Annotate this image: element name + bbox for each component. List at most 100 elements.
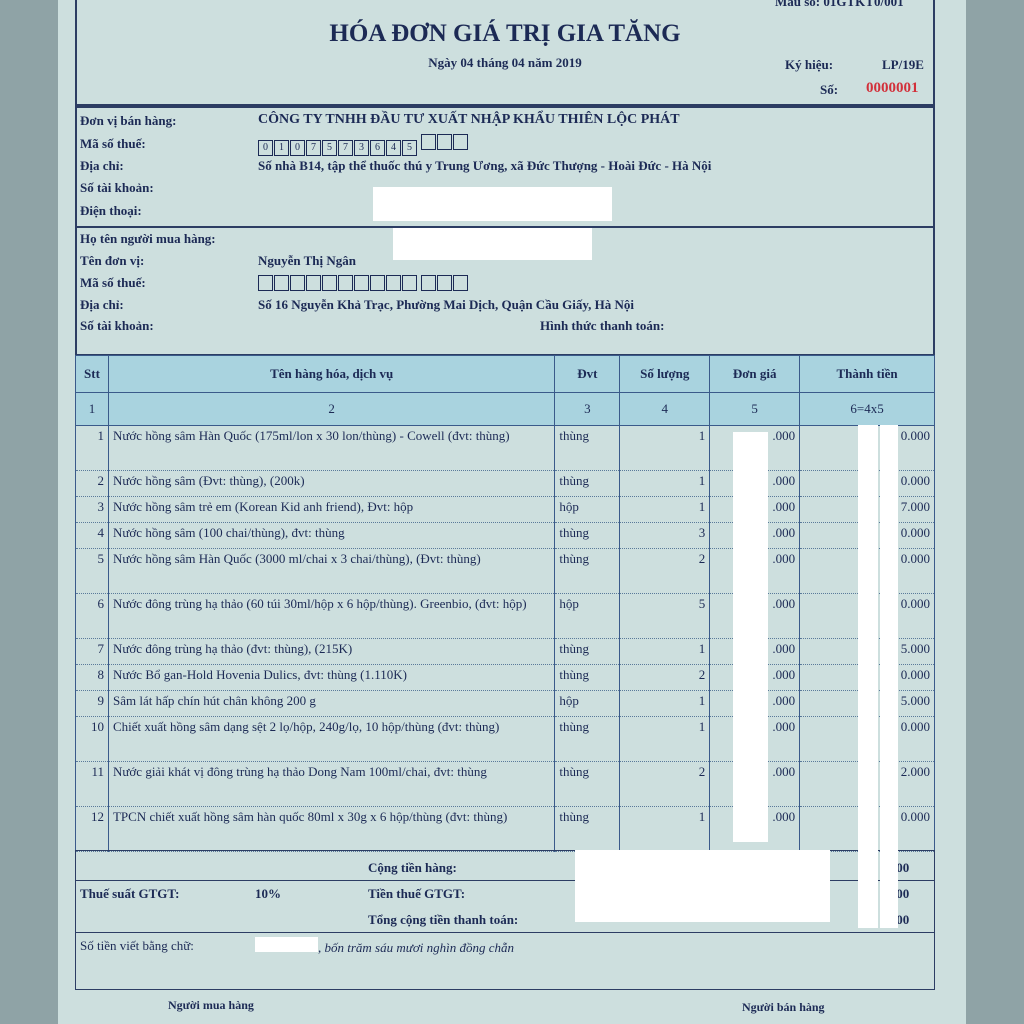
item-quantity: 5	[619, 593, 711, 639]
seller-tax-label: Mã số thuế:	[80, 136, 146, 151]
tax-digit-box: 6	[370, 140, 385, 156]
table-row: 1 Nước hồng sâm Hàn Quốc (175ml/lon x 30 …	[75, 425, 935, 471]
item-unit: thùng	[554, 664, 621, 691]
item-stt: 2	[75, 470, 109, 497]
item-name: Chiết xuất hồng sâm dạng sệt 2 lọ/hộp, 2…	[107, 716, 556, 762]
item-quantity: 1	[619, 690, 711, 717]
tax-digit-box	[370, 275, 385, 291]
vat-label: Tiền thuế GTGT:	[368, 886, 466, 901]
tax-digit-box	[306, 275, 321, 291]
item-quantity: 2	[619, 548, 711, 594]
item-unit: hộp	[554, 690, 621, 717]
item-name: Nước hồng sâm (Đvt: thùng), (200k)	[107, 470, 556, 497]
table-row: 8 Nước Bổ gan-Hold Hovenia Dulics, đvt: t…	[75, 664, 935, 691]
amount-words-label: Số tiền viết bằng chữ:	[80, 938, 194, 953]
tax-digit-box: 3	[354, 140, 369, 156]
tax-digit-box	[421, 134, 436, 150]
item-unit: hộp	[554, 496, 621, 523]
item-stt: 7	[75, 638, 109, 665]
buyer-tax-label: Mã số thuế:	[80, 275, 146, 290]
column-index: 1	[75, 392, 109, 426]
total-label: Tổng cộng tiền thanh toán:	[368, 912, 519, 927]
item-stt: 8	[75, 664, 109, 691]
seller-phone-label: Điện thoại:	[80, 203, 142, 218]
item-quantity: 3	[619, 522, 711, 549]
buyer-address-label: Địa chỉ:	[80, 297, 124, 312]
buyer-tax-code	[258, 275, 469, 296]
item-name: Nước hồng sâm Hàn Quốc (175ml/lon x 30 l…	[107, 425, 556, 471]
redaction	[393, 228, 592, 260]
buyer-address: Số 16 Nguyễn Khả Trạc, Phường Mai Dịch, …	[258, 297, 635, 312]
payment-method-label: Hình thức thanh toán:	[540, 318, 665, 333]
item-stt: 4	[75, 522, 109, 549]
table-row: 12 TPCN chiết xuất hồng sâm hàn quốc 80ml…	[75, 806, 935, 852]
table-row: 5 Nước hồng sâm Hàn Quốc (3000 ml/chai x …	[75, 548, 935, 594]
invoice-date: Ngày 04 tháng 04 năm 2019	[428, 55, 582, 70]
table-row: 11 Nước giải khát vị đông trùng hạ thảo D…	[75, 761, 935, 807]
column-header: Đơn giá	[709, 355, 801, 393]
table-row: 9 Sâm lát hấp chín hút chân không 200 g hộ…	[75, 690, 935, 717]
tax-digit-box	[437, 275, 452, 291]
seller-signature-label: Người bán hàng	[742, 1000, 825, 1014]
item-stt: 12	[75, 806, 109, 852]
item-stt: 3	[75, 496, 109, 523]
item-unit: thùng	[554, 548, 621, 594]
items-table: Stt Tên hàng hóa, dịch vụ Đvt Số lượng Đơn g…	[75, 355, 935, 852]
column-index: 5	[709, 392, 801, 426]
seller-name: CÔNG TY TNHH ĐẦU TƯ XUẤT NHẬP KHẨU THIÊN…	[258, 112, 680, 127]
item-unit: thùng	[554, 638, 621, 665]
tax-digit-box	[437, 134, 452, 150]
tax-digit-box	[354, 275, 369, 291]
item-name: Nước đông trùng hạ thảo (đvt: thùng), (2…	[107, 638, 556, 665]
vat-rate: 10%	[255, 886, 281, 901]
table-row: 7 Nước đông trùng hạ thảo (đvt: thùng), (…	[75, 638, 935, 665]
buyer-label: Họ tên người mua hàng:	[80, 231, 216, 246]
tax-digit-box: 7	[338, 140, 353, 156]
item-stt: 5	[75, 548, 109, 594]
tax-digit-box	[453, 134, 468, 150]
item-unit: thùng	[554, 470, 621, 497]
amount-words: , bốn trăm sáu mươi nghìn đồng chẵn	[318, 940, 515, 955]
tax-digit-box: 0	[290, 140, 305, 156]
tax-digit-box	[290, 275, 305, 291]
tax-digit-box: 5	[402, 140, 417, 156]
item-unit: thùng	[554, 716, 621, 762]
tax-digit-box: 0	[258, 140, 273, 156]
item-quantity: 2	[619, 664, 711, 691]
tax-digit-box	[258, 275, 273, 291]
column-header: Thành tiền	[799, 355, 935, 393]
tax-digit-box	[338, 275, 353, 291]
symbol-label: Ký hiệu:	[785, 57, 834, 72]
redaction	[880, 425, 898, 928]
item-unit: thùng	[554, 425, 621, 471]
tax-digit-box	[402, 275, 417, 291]
table-row: 3 Nước hồng sâm trẻ em (Korean Kid anh fr…	[75, 496, 935, 523]
symbol-value: LP/19E	[882, 57, 924, 72]
item-unit: thùng	[554, 522, 621, 549]
item-unit: thùng	[554, 761, 621, 807]
item-quantity: 1	[619, 638, 711, 665]
column-header: Stt	[75, 355, 109, 393]
item-name: Nước hồng sâm (100 chai/thùng), đvt: thù…	[107, 522, 556, 549]
redaction	[373, 187, 612, 221]
item-name: Nước hồng sâm Hàn Quốc (3000 ml/chai x 3…	[107, 548, 556, 594]
header-frame	[75, 0, 935, 106]
redaction	[575, 850, 830, 922]
item-unit: hộp	[554, 593, 621, 639]
tax-digit-box: 7	[306, 140, 321, 156]
column-header: Đvt	[554, 355, 621, 393]
item-name: Sâm lát hấp chín hút chân không 200 g	[107, 690, 556, 717]
tax-digit-box	[322, 275, 337, 291]
item-stt: 6	[75, 593, 109, 639]
item-stt: 1	[75, 425, 109, 471]
item-name: Nước Bổ gan-Hold Hovenia Dulics, đvt: th…	[107, 664, 556, 691]
item-quantity: 1	[619, 496, 711, 523]
seller-name-label: Đơn vị bán hàng:	[80, 113, 177, 128]
table-row: 10 Chiết xuất hồng sâm dạng sệt 2 lọ/hộp,…	[75, 716, 935, 762]
summary-section	[75, 850, 935, 990]
item-stt: 10	[75, 716, 109, 762]
item-unit: thùng	[554, 806, 621, 852]
item-stt: 11	[75, 761, 109, 807]
tax-digit-box: 5	[322, 140, 337, 156]
item-name: Nước đông trùng hạ thảo (60 túi 30ml/hộp…	[107, 593, 556, 639]
